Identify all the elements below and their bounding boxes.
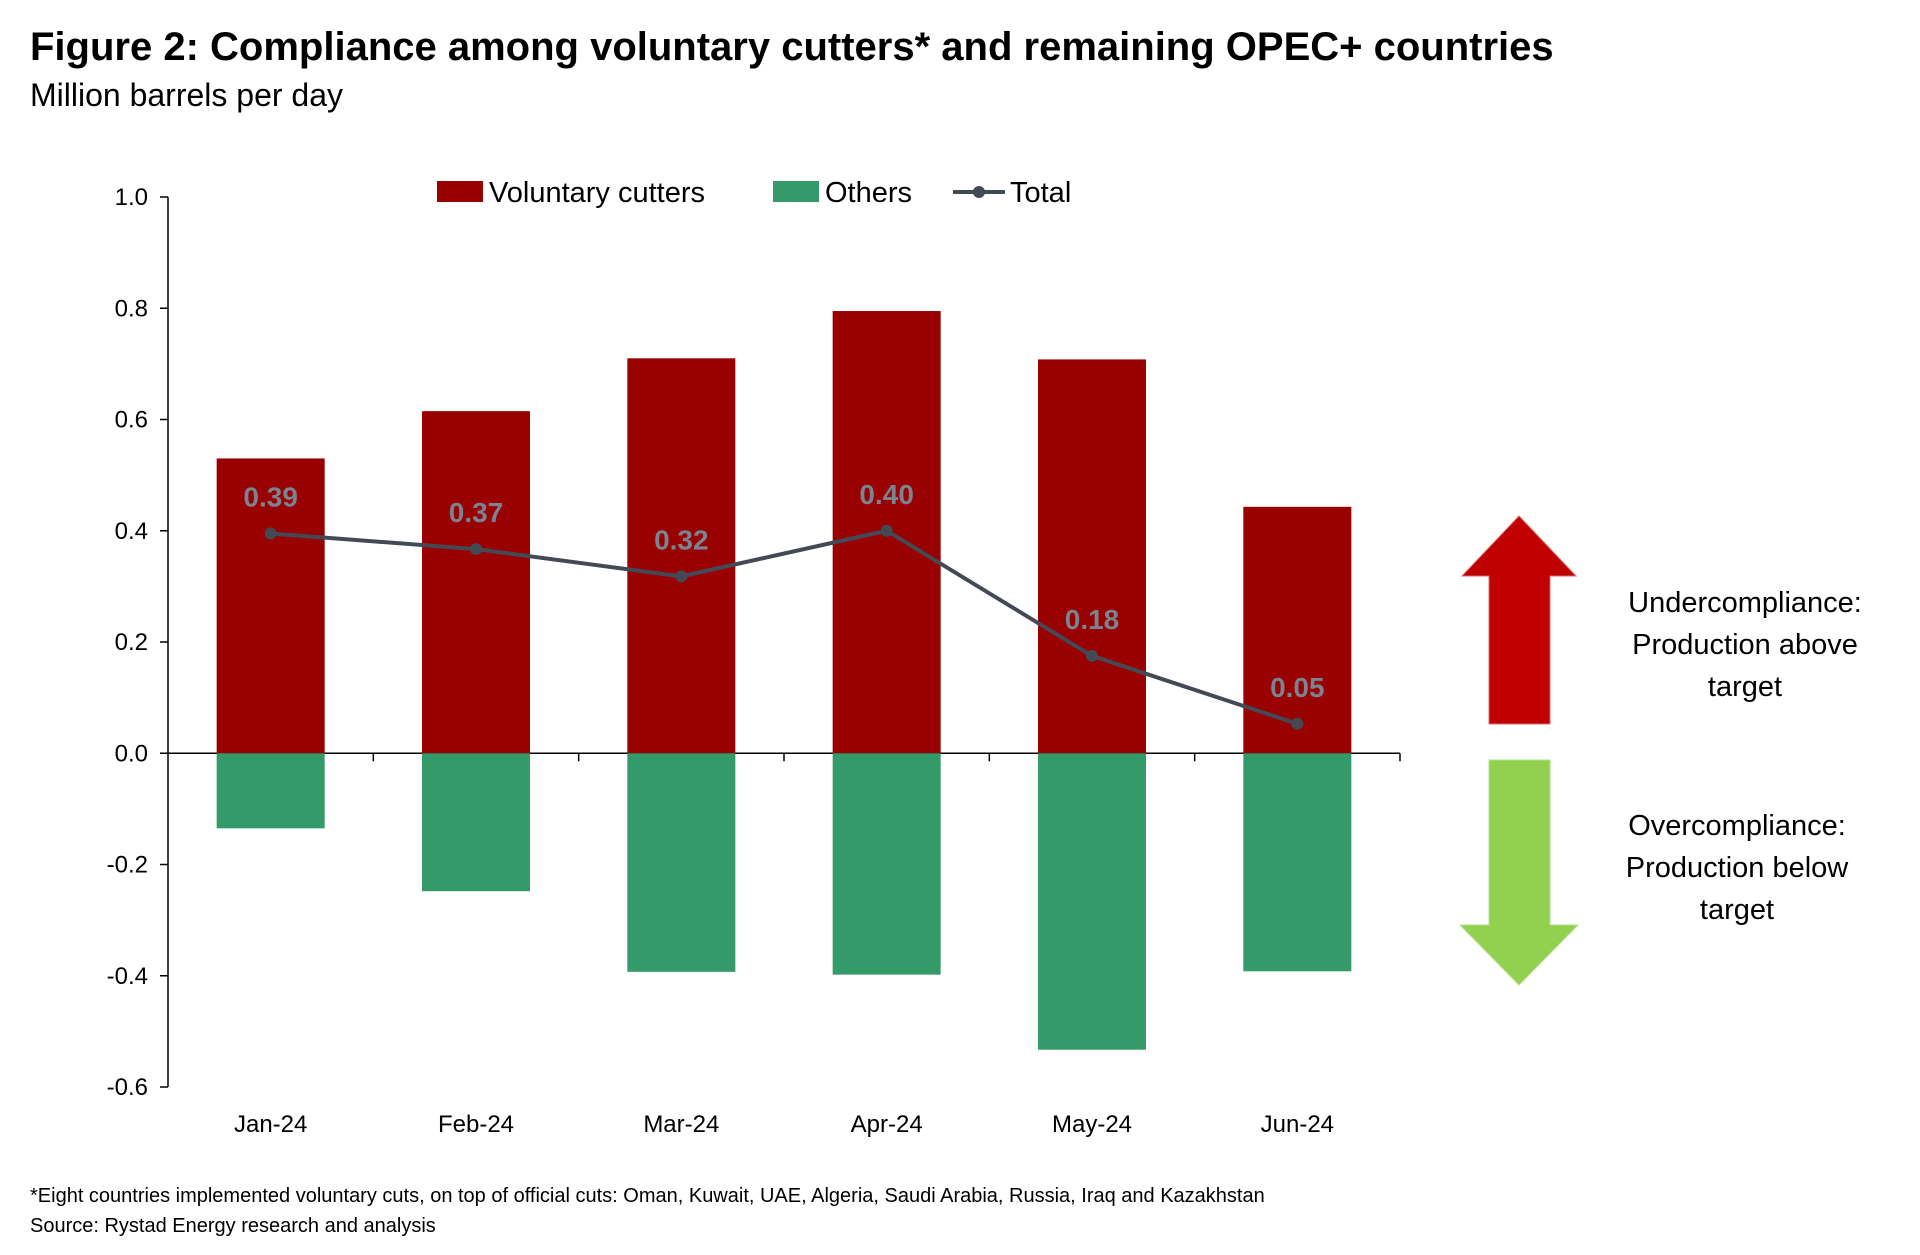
- y-tick-label: 0.4: [115, 518, 148, 545]
- y-tick-label: 0.2: [115, 629, 148, 656]
- total-data-label: 0.39: [243, 482, 298, 513]
- undercompliance-label: Production above: [1632, 629, 1858, 661]
- total-point: [264, 527, 277, 540]
- total-series-line: [270, 528, 1298, 726]
- total-line: 0.39 0.37 0.32 0.40 0.18 0.05: [243, 479, 1325, 730]
- chart-title: Figure 2: Compliance among voluntary cut…: [30, 25, 1554, 69]
- compliance-annotations: Undercompliance: Production above target Ov…: [1458, 515, 1862, 986]
- bar-others: [832, 753, 941, 975]
- legend-swatch-others: [773, 181, 819, 202]
- down-arrow-icon: [1458, 759, 1580, 986]
- legend-label-others: Others: [825, 177, 912, 209]
- legend-label-total: Total: [1010, 177, 1071, 209]
- total-point: [675, 570, 688, 583]
- x-tick-label: Jun-24: [1261, 1111, 1334, 1138]
- total-point: [470, 543, 482, 556]
- bar-voluntary-cutters: [1038, 359, 1146, 754]
- y-tick-label: -0.2: [107, 852, 148, 879]
- up-arrow-icon: [1460, 515, 1578, 725]
- y-tick-label: 1.0: [115, 184, 148, 211]
- bar-others: [422, 753, 530, 892]
- overcompliance-label: Production below: [1626, 852, 1850, 884]
- axes: 1.0 0.8 0.6 0.4 0.2 0.0 -0.2 -0.4 -0.6 Jan-24 Feb-…: [107, 184, 1401, 1138]
- overcompliance-label: Overcompliance:: [1628, 810, 1846, 842]
- y-tick-label: 0.6: [115, 407, 148, 434]
- x-tick-label: Mar-24: [643, 1111, 719, 1138]
- total-point: [880, 524, 893, 537]
- bars: [216, 311, 1352, 1050]
- total-data-label: 0.40: [859, 479, 914, 510]
- total-data-label: 0.32: [654, 524, 709, 555]
- x-tick-label: May-24: [1052, 1111, 1132, 1138]
- total-data-label: 0.05: [1270, 672, 1325, 703]
- legend: Voluntary cutters Others Total: [437, 177, 1071, 209]
- bar-voluntary-cutters: [1243, 506, 1352, 754]
- source-note: Source: Rystad Energy research and analy…: [30, 1215, 436, 1237]
- total-data-label: 0.18: [1065, 604, 1120, 635]
- x-tick-label: Apr-24: [851, 1111, 923, 1138]
- bar-others: [627, 753, 736, 972]
- y-tick-label: 0.8: [115, 295, 148, 322]
- legend-swatch-total-marker: [973, 186, 985, 198]
- total-point: [1086, 649, 1098, 662]
- y-tick-label: 0.0: [115, 740, 148, 767]
- undercompliance-label: Undercompliance:: [1628, 587, 1862, 619]
- y-tick-label: -0.6: [107, 1074, 148, 1101]
- bar-others: [1038, 753, 1146, 1050]
- x-tick-label: Jan-24: [234, 1111, 307, 1138]
- overcompliance-label: target: [1700, 894, 1774, 926]
- chart-subtitle: Million barrels per day: [30, 77, 343, 113]
- bar-voluntary-cutters: [627, 358, 736, 754]
- undercompliance-label: target: [1708, 671, 1782, 703]
- bar-others: [1243, 753, 1352, 972]
- x-tick-label: Feb-24: [438, 1111, 514, 1138]
- total-point: [1291, 717, 1304, 730]
- total-data-label: 0.37: [449, 497, 504, 528]
- footnote: *Eight countries implemented voluntary c…: [30, 1185, 1265, 1207]
- legend-label-voluntary-cutters: Voluntary cutters: [489, 177, 705, 209]
- bar-others: [216, 753, 325, 829]
- bar-voluntary-cutters: [216, 458, 325, 754]
- y-tick-label: -0.4: [107, 963, 148, 990]
- legend-swatch-voluntary-cutters: [437, 181, 483, 202]
- bar-voluntary-cutters: [422, 411, 530, 754]
